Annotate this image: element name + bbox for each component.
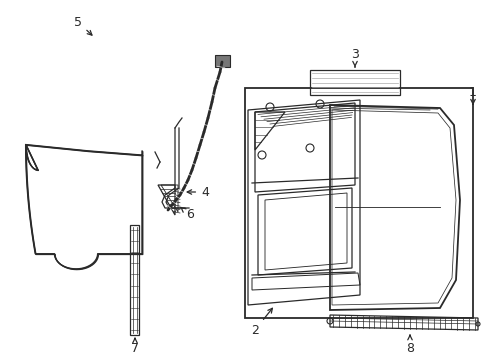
Text: 8: 8 bbox=[405, 335, 413, 355]
Text: 2: 2 bbox=[250, 308, 272, 337]
Text: 1: 1 bbox=[468, 85, 476, 104]
FancyBboxPatch shape bbox=[309, 70, 399, 95]
Text: 3: 3 bbox=[350, 49, 358, 67]
Text: 6: 6 bbox=[181, 207, 194, 221]
Text: 7: 7 bbox=[131, 338, 139, 355]
Text: 4: 4 bbox=[187, 185, 208, 198]
FancyBboxPatch shape bbox=[215, 55, 229, 67]
Text: 5: 5 bbox=[74, 15, 92, 35]
FancyBboxPatch shape bbox=[130, 225, 139, 335]
